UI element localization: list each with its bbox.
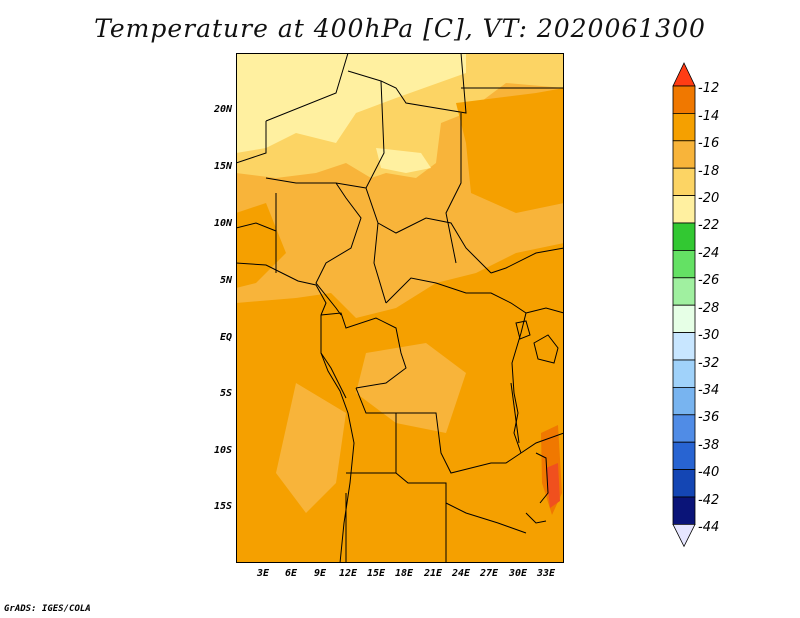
colorbar-box	[672, 359, 696, 388]
field-pale-patch-2	[376, 148, 431, 173]
colorbar	[672, 62, 696, 548]
field-hotter-east	[546, 463, 560, 508]
lon-label-27e: 27E	[479, 568, 499, 579]
colorbar-label-5: -20	[698, 191, 720, 206]
colorbar-box	[672, 140, 696, 169]
colorbar-label-8: -26	[698, 273, 720, 288]
lat-label-5n: 5N	[219, 275, 232, 286]
field-light-central	[356, 343, 466, 433]
colorbar-box	[672, 386, 696, 416]
lon-label-9e: 9E	[313, 568, 327, 579]
colorbar-label-15: -40	[698, 465, 720, 480]
colorbar-top-cap	[672, 62, 696, 87]
lon-label-30e: 30E	[508, 568, 528, 579]
colorbar-label-7: -24	[698, 246, 720, 261]
colorbar-label-11: -32	[698, 356, 720, 371]
lat-label-5s: 5S	[219, 388, 232, 399]
colorbar-box	[672, 85, 696, 114]
colorbar-label-1: -12	[698, 81, 720, 96]
lon-label-12e: 12E	[338, 568, 358, 579]
lat-label-10s: 10S	[213, 445, 232, 456]
colorbar-label-14: -38	[698, 438, 720, 453]
colorbar-box	[672, 414, 696, 443]
colorbar-label-3: -16	[698, 136, 720, 151]
colorbar-label-16: -42	[698, 493, 720, 508]
colorbar-box	[672, 113, 696, 142]
field-east	[456, 88, 564, 213]
colorbar-box	[672, 195, 696, 224]
field-light-south	[276, 383, 346, 513]
colorbar-box	[672, 496, 696, 525]
lon-label-33e: 33E	[536, 568, 556, 579]
colorbar-label-4: -18	[698, 164, 720, 179]
colorbar-label-6: -22	[698, 218, 720, 233]
colorbar-box	[672, 277, 696, 306]
lon-label-24e: 24E	[451, 568, 471, 579]
map-border	[236, 53, 564, 563]
colorbar-label-10: -30	[698, 328, 720, 343]
temperature-map	[236, 53, 564, 563]
colorbar-box	[672, 304, 696, 333]
colorbar-label-17: -44	[698, 520, 720, 535]
colorbar-bottom-cap	[672, 523, 696, 548]
lon-label-21e: 21E	[423, 568, 443, 579]
lon-label-3e: 3E	[256, 568, 270, 579]
colorbar-box	[672, 249, 696, 279]
lon-label-18e: 18E	[394, 568, 414, 579]
colorbar-box	[672, 441, 696, 471]
lat-label-10n: 10N	[213, 218, 232, 229]
field-west-coast	[236, 203, 286, 288]
field-pale-patch-1	[236, 53, 466, 153]
chart-title: Temperature at 400hPa [C], VT: 202006130…	[94, 14, 706, 43]
colorbar-label-2: -14	[698, 109, 720, 124]
lon-label-6e: 6E	[284, 568, 298, 579]
lat-label-15s: 15S	[213, 501, 232, 512]
colorbar-box	[672, 222, 696, 251]
colorbar-label-12: -34	[698, 383, 720, 398]
lon-label-15e: 15E	[366, 568, 386, 579]
lat-label-15n: 15N	[213, 161, 232, 172]
grads-credit: GrADS: IGES/COLA	[4, 604, 91, 614]
lat-label-20n: 20N	[213, 104, 232, 115]
boundary-lines	[236, 53, 564, 563]
colorbar-label-13: -36	[698, 410, 720, 425]
colorbar-box	[672, 332, 696, 361]
lat-label-eq: EQ	[219, 332, 232, 343]
colorbar-box	[672, 469, 696, 498]
colorbar-label-9: -28	[698, 301, 720, 316]
colorbar-box	[672, 167, 696, 196]
